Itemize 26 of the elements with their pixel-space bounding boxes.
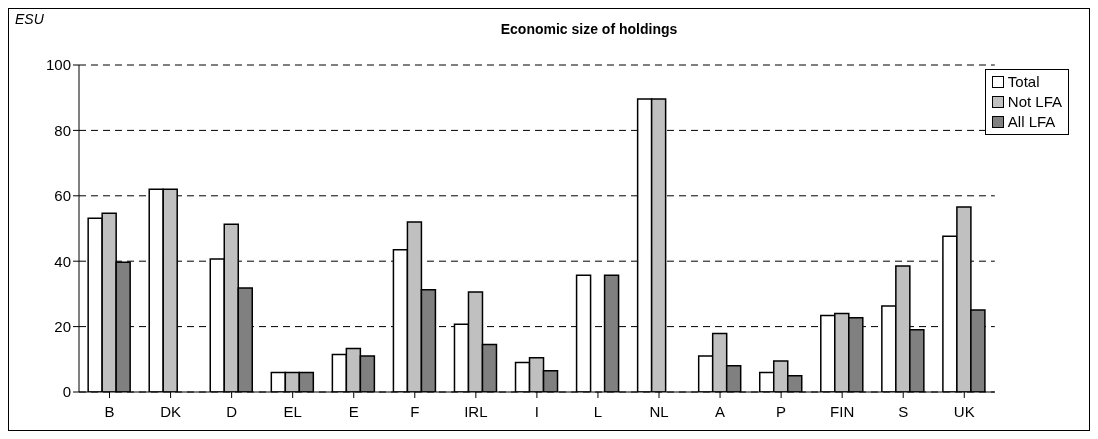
y-tick-label: 0	[62, 383, 71, 401]
y-tick-label: 20	[54, 317, 71, 335]
x-tick-label: A	[715, 402, 726, 420]
x-tick-label: D	[226, 402, 238, 420]
chart-title: Economic size of holdings	[499, 21, 679, 37]
legend-label: Not LFA	[1007, 92, 1062, 112]
legend-label: All LFA	[1007, 112, 1056, 132]
x-tick-label: F	[410, 402, 420, 420]
x-tick-label: P	[776, 402, 787, 420]
x-tick-label: I	[534, 402, 539, 420]
x-tick-label: UK	[953, 402, 975, 420]
x-tick-label: E	[348, 402, 359, 420]
x-tick-label: IRL	[464, 402, 488, 420]
y-axis-title: ESU	[15, 11, 44, 27]
x-tick-label: FIN	[830, 402, 855, 420]
x-tick-label: EL	[283, 402, 302, 420]
x-tick-label: S	[898, 402, 909, 420]
x-tick-label: L	[593, 402, 603, 420]
x-tick-label: NL	[649, 402, 669, 420]
x-tick-label: B	[104, 402, 115, 420]
y-tick-label: 40	[54, 252, 71, 270]
y-tick-label: 60	[54, 187, 71, 205]
y-tick-label: 100	[45, 56, 71, 74]
legend-label: Total	[1007, 72, 1040, 92]
x-tick-label: DK	[160, 402, 181, 420]
y-tick-label: 80	[54, 121, 71, 139]
